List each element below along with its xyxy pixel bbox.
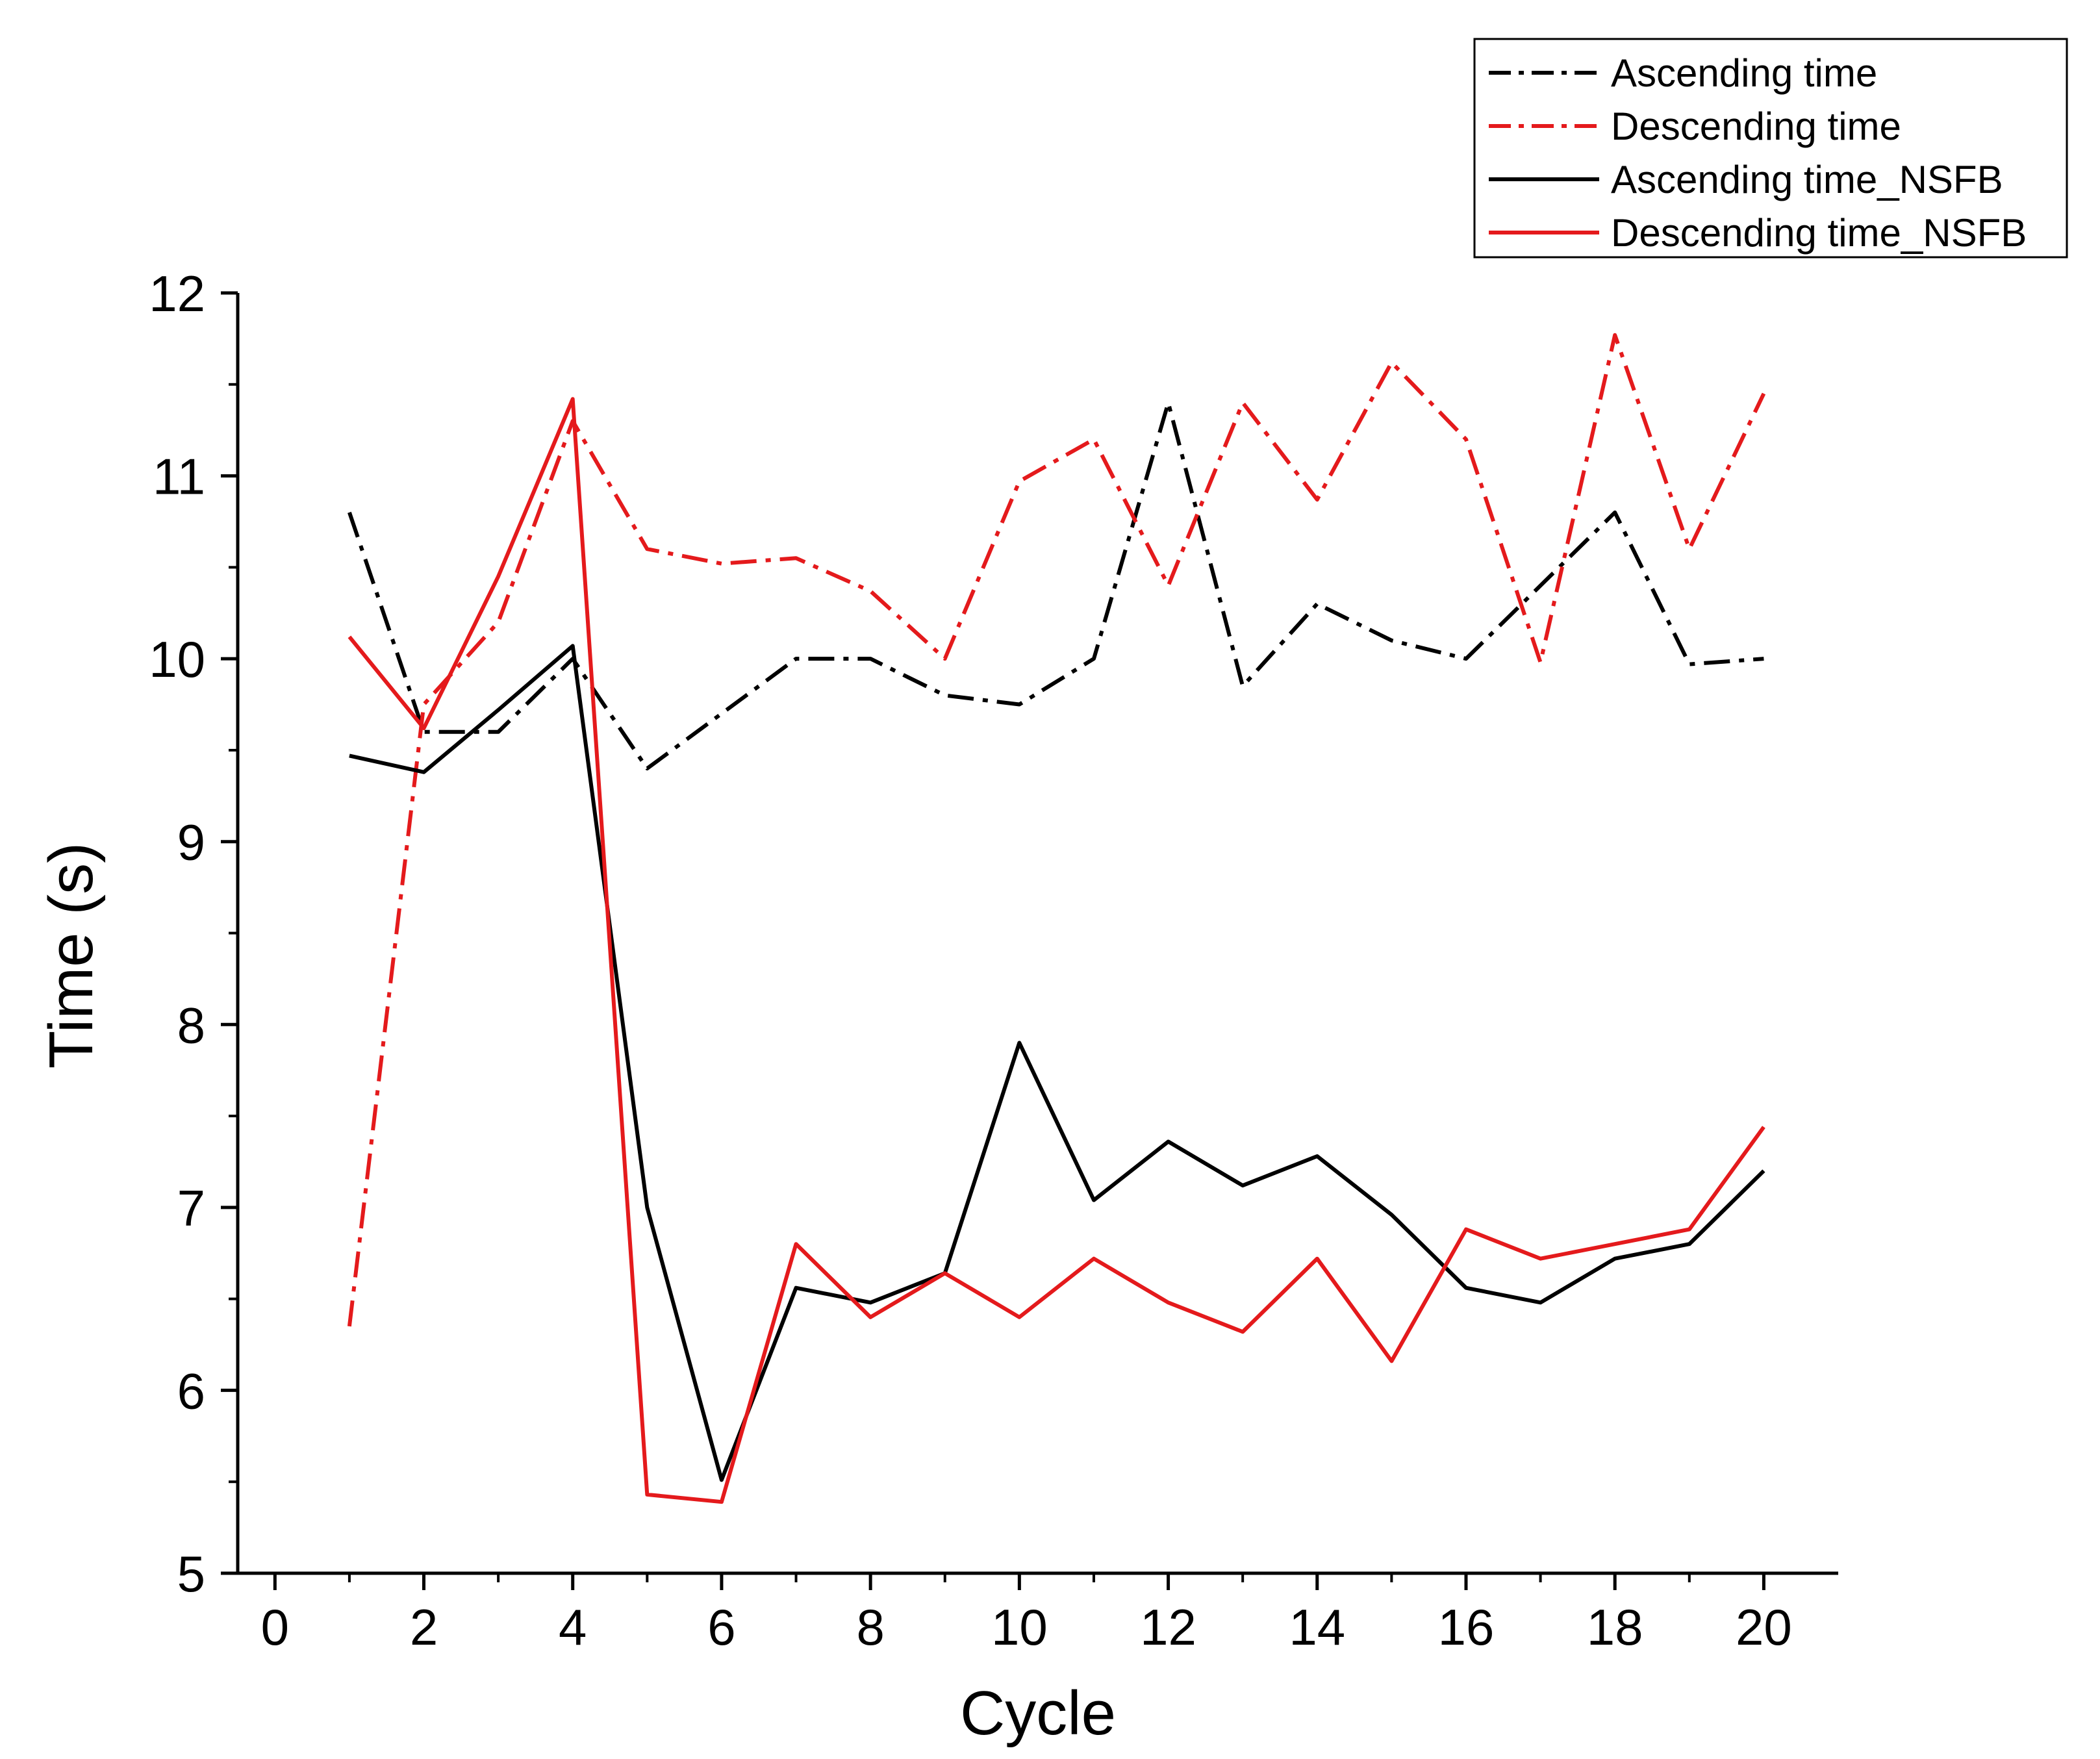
series-line-ascending-time xyxy=(348,400,1764,771)
x-tick-label: 14 xyxy=(1289,1599,1345,1656)
x-axis-ticks: 0 2 4 6 8 10 12 14 16 18 20 xyxy=(261,1573,1792,1656)
y-tick-label: 9 xyxy=(177,814,205,871)
x-axis-title: Cycle xyxy=(960,1678,1116,1748)
x-tick-label: 20 xyxy=(1736,1599,1792,1656)
x-tick-label: 0 xyxy=(261,1599,289,1656)
axes-layer: 0 2 4 6 8 10 12 14 16 18 20 5 6 7 8 9 10 11 12 Cycle Time… xyxy=(36,265,1838,1748)
y-axis-ticks: 5 6 7 8 9 10 11 12 xyxy=(149,265,238,1602)
x-tick-label: 8 xyxy=(856,1599,884,1656)
x-tick-label: 6 xyxy=(707,1599,735,1656)
x-tick-label: 10 xyxy=(991,1599,1048,1656)
y-tick-label: 8 xyxy=(177,996,205,1054)
x-tick-label: 4 xyxy=(559,1599,587,1656)
y-tick-label: 12 xyxy=(149,265,205,322)
legend: Ascending time Descending time Ascending t… xyxy=(1473,38,2068,259)
legend-label: Ascending time xyxy=(1611,51,1877,95)
series-line-ascending-time-nsfb xyxy=(349,644,1765,1482)
y-axis-title: Time (s) xyxy=(36,842,106,1069)
legend-label: Descending time xyxy=(1611,105,1901,148)
y-tick-label: 11 xyxy=(153,448,205,505)
series-line-descending-time xyxy=(347,333,1766,1327)
y-tick-label: 10 xyxy=(149,631,205,688)
y-tick-label: 7 xyxy=(177,1180,205,1237)
legend-items: Ascending time Descending time Ascending t… xyxy=(1489,51,2027,255)
series-layer xyxy=(347,333,1766,1504)
legend-label: Descending time_NSFB xyxy=(1611,211,2027,255)
x-tick-label: 2 xyxy=(410,1599,438,1656)
x-tick-label: 16 xyxy=(1438,1599,1495,1656)
y-tick-label: 5 xyxy=(177,1545,205,1602)
legend-label: Ascending time_NSFB xyxy=(1611,158,2003,201)
x-tick-label: 12 xyxy=(1140,1599,1196,1656)
legend-box xyxy=(1473,38,2068,259)
y-tick-label: 6 xyxy=(177,1362,205,1419)
x-tick-label: 18 xyxy=(1587,1599,1643,1656)
series-line-descending-time-nsfb xyxy=(348,397,1765,1504)
